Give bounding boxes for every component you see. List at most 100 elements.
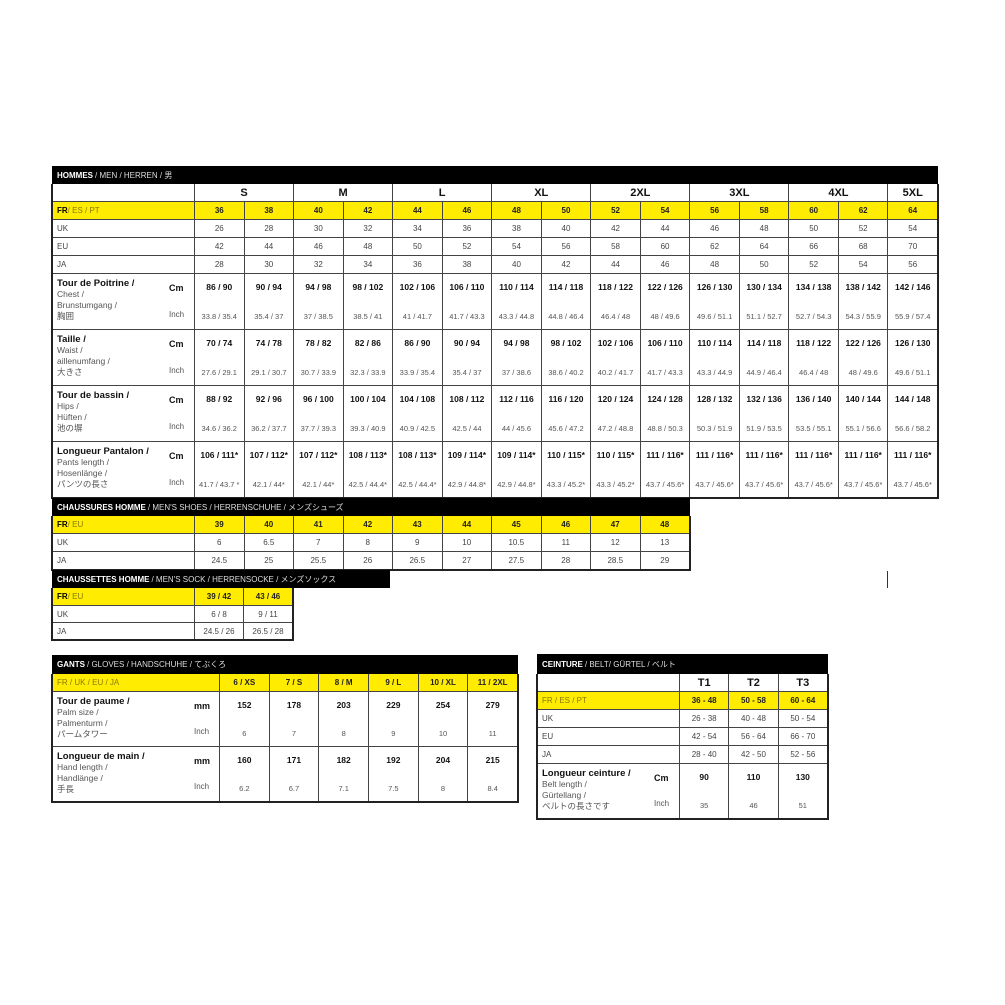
- measure-cell: 118 / 122 46.4 / 48: [789, 330, 839, 386]
- inch-value: 42.1 / 44*: [252, 480, 285, 489]
- inch-value: 33.8 / 35.4: [201, 312, 237, 321]
- unit-cm: mm: [194, 701, 211, 711]
- size-cell: 40 - 48: [729, 710, 779, 728]
- measure-subtitle: Hüften /: [57, 412, 87, 422]
- fr-size-cell: 8 / M: [319, 674, 369, 692]
- inch-value: 42.9 / 44.8*: [497, 480, 536, 489]
- fr-size-cell: 50: [541, 202, 592, 220]
- cm-value: 108 / 113*: [348, 450, 387, 460]
- fr-size-cell: 44: [393, 202, 443, 220]
- size-cell: 34: [393, 220, 443, 238]
- inch-value: 43.3 / 45.2*: [596, 480, 635, 489]
- measure-cell: 128 / 132 50.3 / 51.9: [690, 386, 740, 442]
- measure-title: Longueur Pantalon /: [57, 446, 149, 457]
- measure-title: Tour de bassin /: [57, 390, 130, 401]
- cm-value: 128 / 132: [696, 394, 733, 404]
- measure-subtitle: 池の塀: [57, 423, 83, 433]
- cm-value: 132 / 136: [746, 394, 782, 404]
- inch-value: 29.1 / 30.7: [251, 368, 287, 377]
- title-bold: CEINTURE: [542, 659, 583, 669]
- cm-value: 118 / 122: [796, 338, 832, 348]
- inch-value: 43.7 / 45.6*: [645, 480, 685, 489]
- size-cell: 30: [244, 256, 295, 274]
- size-header-blank: [537, 674, 680, 692]
- fr-size-cell: 43: [393, 516, 443, 534]
- measure-cell: 106 / 110 41.7 / 43.3: [442, 274, 493, 330]
- row-label: EU: [537, 728, 680, 746]
- cm-value: 178: [286, 700, 302, 710]
- cm-value: 111 / 116*: [844, 450, 882, 460]
- cm-value: 107 / 112*: [249, 450, 288, 460]
- cm-value: 114 / 118: [548, 282, 584, 292]
- measure-cell: 132 / 136 51.9 / 53.5: [739, 386, 790, 442]
- size-cell: 66: [789, 238, 839, 256]
- inch-value: 43.7 / 45.6*: [695, 480, 734, 489]
- fr-size-cell: 52: [591, 202, 641, 220]
- cm-value: 254: [435, 700, 451, 710]
- fr-label-bold: FR: [57, 520, 68, 529]
- inch-value: 46.4 / 48: [600, 312, 631, 321]
- measure-cell: 104 / 108 40.9 / 42.5: [393, 386, 443, 442]
- fr-size-cell: 38: [244, 202, 295, 220]
- inch-value: 43.3 / 44.8: [498, 312, 535, 321]
- inch-value: 46: [749, 801, 758, 810]
- fr-label-rest: / ES / PT: [67, 206, 100, 215]
- size-cell: 46: [640, 256, 691, 274]
- unit-inch: Inch: [169, 366, 185, 375]
- size-group-header: 2XL: [591, 184, 691, 202]
- measure-subtitle: Palmenturm /: [57, 718, 108, 728]
- inch-value: 43.7 / 45.6*: [744, 480, 784, 489]
- size-cell: 36: [442, 220, 493, 238]
- inch-value: 43.7 / 45.6*: [893, 480, 932, 489]
- measure-cell: 90 / 94 35.4 / 37: [244, 274, 295, 330]
- measure-cell: 86 / 90 33.8 / 35.4: [195, 274, 245, 330]
- measure-subtitle: Hips /: [57, 401, 79, 411]
- size-cell: 44: [591, 256, 641, 274]
- measure-title: Longueur de main /: [57, 751, 145, 762]
- size-cell: 54: [838, 256, 889, 274]
- inch-value: 6.2: [239, 784, 250, 793]
- size-cell: 48: [690, 256, 740, 274]
- cm-value: 130 / 134: [746, 282, 782, 292]
- size-cell: 6: [195, 534, 245, 552]
- cm-value: 192: [386, 755, 401, 765]
- title-rest: / GLOVES / HANDSCHUHE / てぶくろ: [87, 660, 227, 669]
- fr-size-cell: 9 / L: [369, 674, 419, 692]
- size-cell: 42 - 54: [680, 728, 730, 746]
- fr-label-rest: FR / ES / PT: [542, 696, 587, 705]
- size-cell: 12: [591, 534, 641, 552]
- row-label: UK: [537, 710, 680, 728]
- size-group-header: S: [195, 184, 295, 202]
- measure-cell: 102 / 106 40.2 / 41.7: [591, 330, 641, 386]
- size-cell: 32: [294, 256, 344, 274]
- title-bold: CHAUSSETTES HOMME: [57, 574, 150, 584]
- measure-cell: 178 7: [269, 692, 320, 747]
- cm-value: 98 / 102: [550, 338, 582, 348]
- inch-value: 43.3 / 45.2*: [546, 480, 586, 489]
- measure-subtitle: Handlänge /: [57, 773, 103, 783]
- inch-value: 39.3 / 40.9: [350, 424, 386, 433]
- measure-cell: 74 / 78 29.1 / 30.7: [244, 330, 295, 386]
- cm-value: 92 / 96: [255, 394, 282, 404]
- size-cell: 62: [690, 238, 740, 256]
- inch-value: 42.9 / 44.8*: [447, 480, 487, 489]
- measure-cell: 70 / 74 27.6 / 29.1: [195, 330, 245, 386]
- inch-value: 51.1 / 52.7: [746, 312, 782, 321]
- fr-size-cell: 36: [195, 202, 245, 220]
- cm-value: 124 / 128: [647, 394, 683, 404]
- unit-cm: Cm: [169, 283, 184, 293]
- size-cell: 28: [195, 256, 245, 274]
- inch-value: 10: [438, 729, 448, 738]
- row-label: EU: [52, 238, 195, 256]
- measure-cell: 124 / 128 48.8 / 50.3: [640, 386, 691, 442]
- fr-label: FR / UK / EU / JA: [52, 674, 220, 692]
- cm-value: 114 / 118: [746, 338, 782, 348]
- measure-cell: 114 / 118 44.9 / 46.4: [739, 330, 790, 386]
- cm-value: 110 / 114: [697, 338, 732, 348]
- cm-value: 74 / 78: [255, 338, 282, 348]
- inch-value: 48.8 / 50.3: [647, 424, 683, 433]
- inch-value: 56.6 / 58.2: [894, 424, 931, 433]
- inch-value: 7.5: [388, 784, 399, 793]
- inch-value: 42.5 / 44.4*: [398, 480, 437, 489]
- title-rest: / BELT/ GÜRTEL / ベルト: [584, 659, 676, 669]
